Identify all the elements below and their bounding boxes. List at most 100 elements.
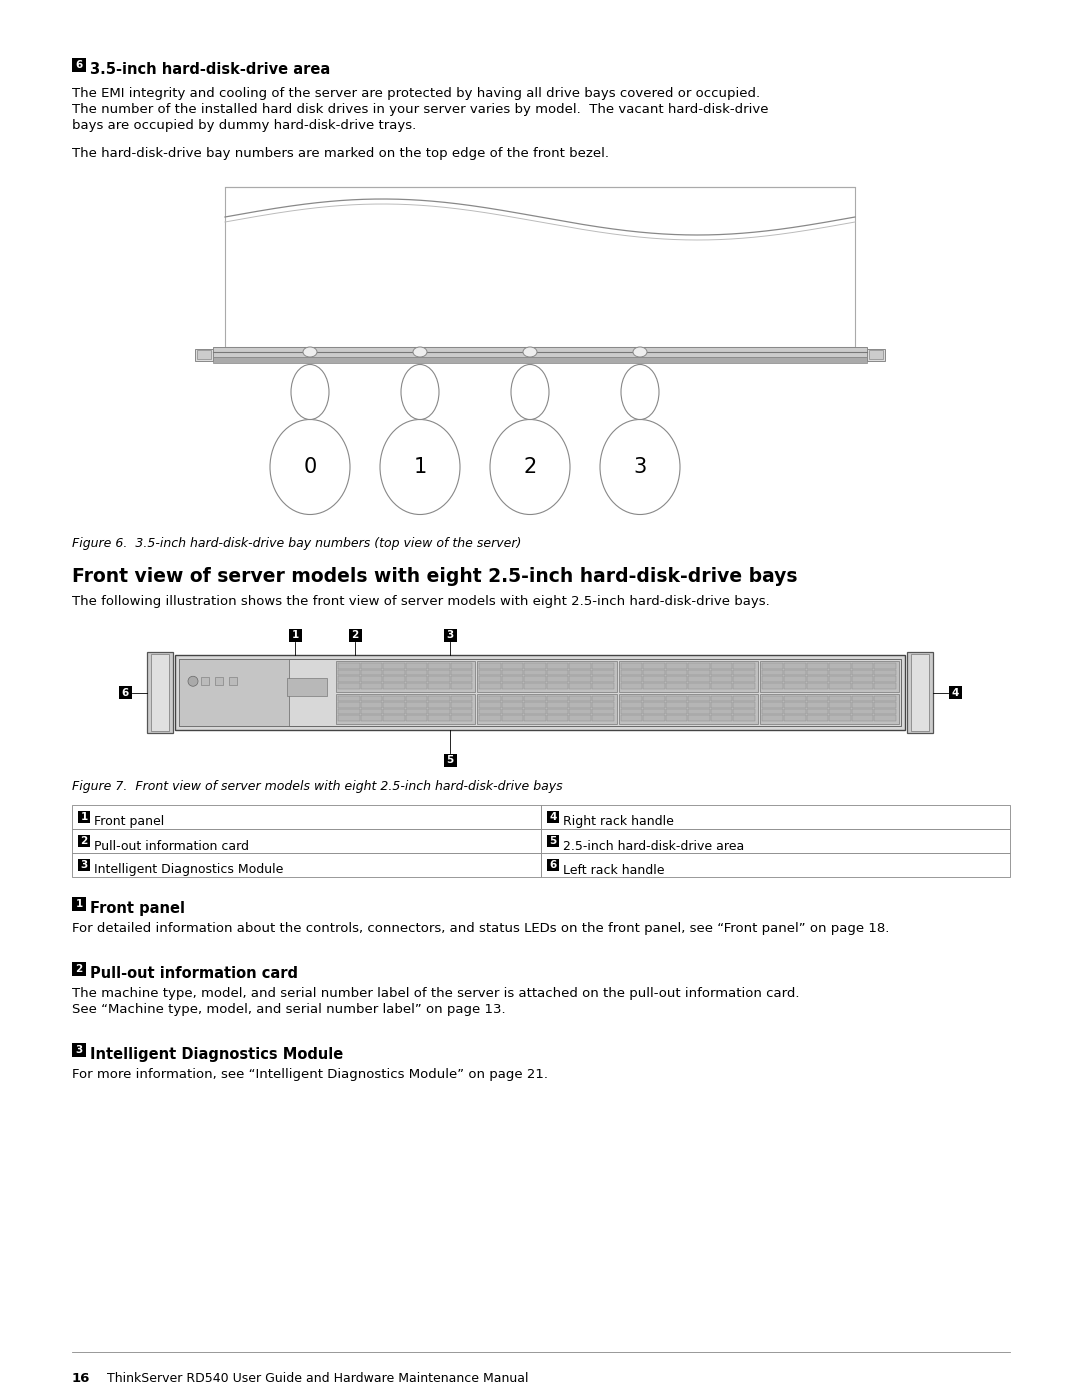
Bar [480, 669, 501, 675]
Bar [592, 696, 613, 701]
Text: 3: 3 [633, 457, 647, 476]
Bar [450, 708, 472, 714]
Bar [665, 708, 687, 714]
Text: 2: 2 [76, 964, 83, 974]
Bar [406, 669, 428, 675]
Bar [761, 715, 783, 721]
Bar [428, 696, 449, 701]
Ellipse shape [621, 365, 659, 419]
Text: 4: 4 [550, 812, 556, 821]
Bar [336, 661, 475, 692]
Bar [711, 676, 732, 682]
Text: Pull-out information card: Pull-out information card [90, 967, 298, 982]
Bar [151, 654, 168, 731]
Ellipse shape [380, 419, 460, 514]
Text: Intelligent Diagnostics Module: Intelligent Diagnostics Module [90, 1048, 343, 1063]
Text: Figure 7.  Front view of server models with eight 2.5-inch hard-disk-drive bays: Figure 7. Front view of server models wi… [72, 780, 563, 793]
Bar [524, 708, 545, 714]
Bar [665, 683, 687, 689]
Bar [406, 683, 428, 689]
Text: Pull-out information card: Pull-out information card [94, 840, 249, 852]
Bar [338, 664, 360, 669]
Bar [546, 812, 559, 823]
Bar [784, 696, 806, 701]
Bar [213, 358, 867, 363]
Bar [406, 715, 428, 721]
Bar [784, 676, 806, 682]
Bar [875, 683, 896, 689]
Bar [213, 346, 867, 358]
Bar [665, 715, 687, 721]
Bar [711, 683, 732, 689]
Bar [807, 676, 828, 682]
Text: 2: 2 [351, 630, 359, 640]
Bar [546, 859, 559, 870]
Bar [72, 1044, 86, 1058]
Bar [688, 664, 710, 669]
Text: 3: 3 [76, 1045, 83, 1055]
Bar [643, 676, 664, 682]
Bar [711, 664, 732, 669]
Bar [829, 708, 851, 714]
Bar [502, 683, 524, 689]
Bar [383, 669, 405, 675]
Text: Intelligent Diagnostics Module: Intelligent Diagnostics Module [94, 863, 283, 876]
Bar [361, 708, 382, 714]
Text: For more information, see “Intelligent Diagnostics Module” on page 21.: For more information, see “Intelligent D… [72, 1067, 548, 1081]
Bar [383, 683, 405, 689]
Bar [72, 828, 541, 854]
Bar [807, 715, 828, 721]
Bar [428, 715, 449, 721]
Bar [78, 859, 90, 870]
Bar [643, 664, 664, 669]
Bar [450, 664, 472, 669]
Bar [592, 683, 613, 689]
Bar [361, 703, 382, 708]
Bar [761, 664, 783, 669]
Bar [592, 708, 613, 714]
Bar [546, 835, 559, 847]
Bar [761, 683, 783, 689]
Bar [643, 669, 664, 675]
Bar [195, 349, 213, 360]
Bar [502, 708, 524, 714]
Bar [361, 715, 382, 721]
Bar [711, 708, 732, 714]
Ellipse shape [600, 419, 680, 514]
Bar [733, 676, 755, 682]
Bar [338, 669, 360, 675]
Text: 6: 6 [121, 687, 129, 697]
Bar [829, 683, 851, 689]
Bar [428, 676, 449, 682]
Bar [621, 669, 642, 675]
Bar [784, 708, 806, 714]
Bar [428, 664, 449, 669]
Bar [406, 664, 428, 669]
Bar [621, 683, 642, 689]
Bar [383, 664, 405, 669]
Bar [524, 696, 545, 701]
Bar [480, 664, 501, 669]
Text: Figure 6.  3.5-inch hard-disk-drive bay numbers (top view of the server): Figure 6. 3.5-inch hard-disk-drive bay n… [72, 536, 522, 550]
Bar [428, 683, 449, 689]
Bar [733, 703, 755, 708]
Bar [480, 676, 501, 682]
Bar [665, 703, 687, 708]
Bar [338, 676, 360, 682]
Text: Left rack handle: Left rack handle [563, 863, 664, 876]
Bar [829, 715, 851, 721]
Bar [147, 652, 173, 733]
Bar [592, 669, 613, 675]
Bar [619, 661, 758, 692]
Bar [361, 664, 382, 669]
Bar [875, 664, 896, 669]
Bar [336, 693, 475, 724]
Bar [480, 696, 501, 701]
Text: 3: 3 [80, 861, 87, 870]
Bar [852, 669, 874, 675]
Bar [524, 683, 545, 689]
Bar [829, 703, 851, 708]
Bar [592, 715, 613, 721]
Text: 1: 1 [76, 900, 83, 909]
Bar [784, 669, 806, 675]
